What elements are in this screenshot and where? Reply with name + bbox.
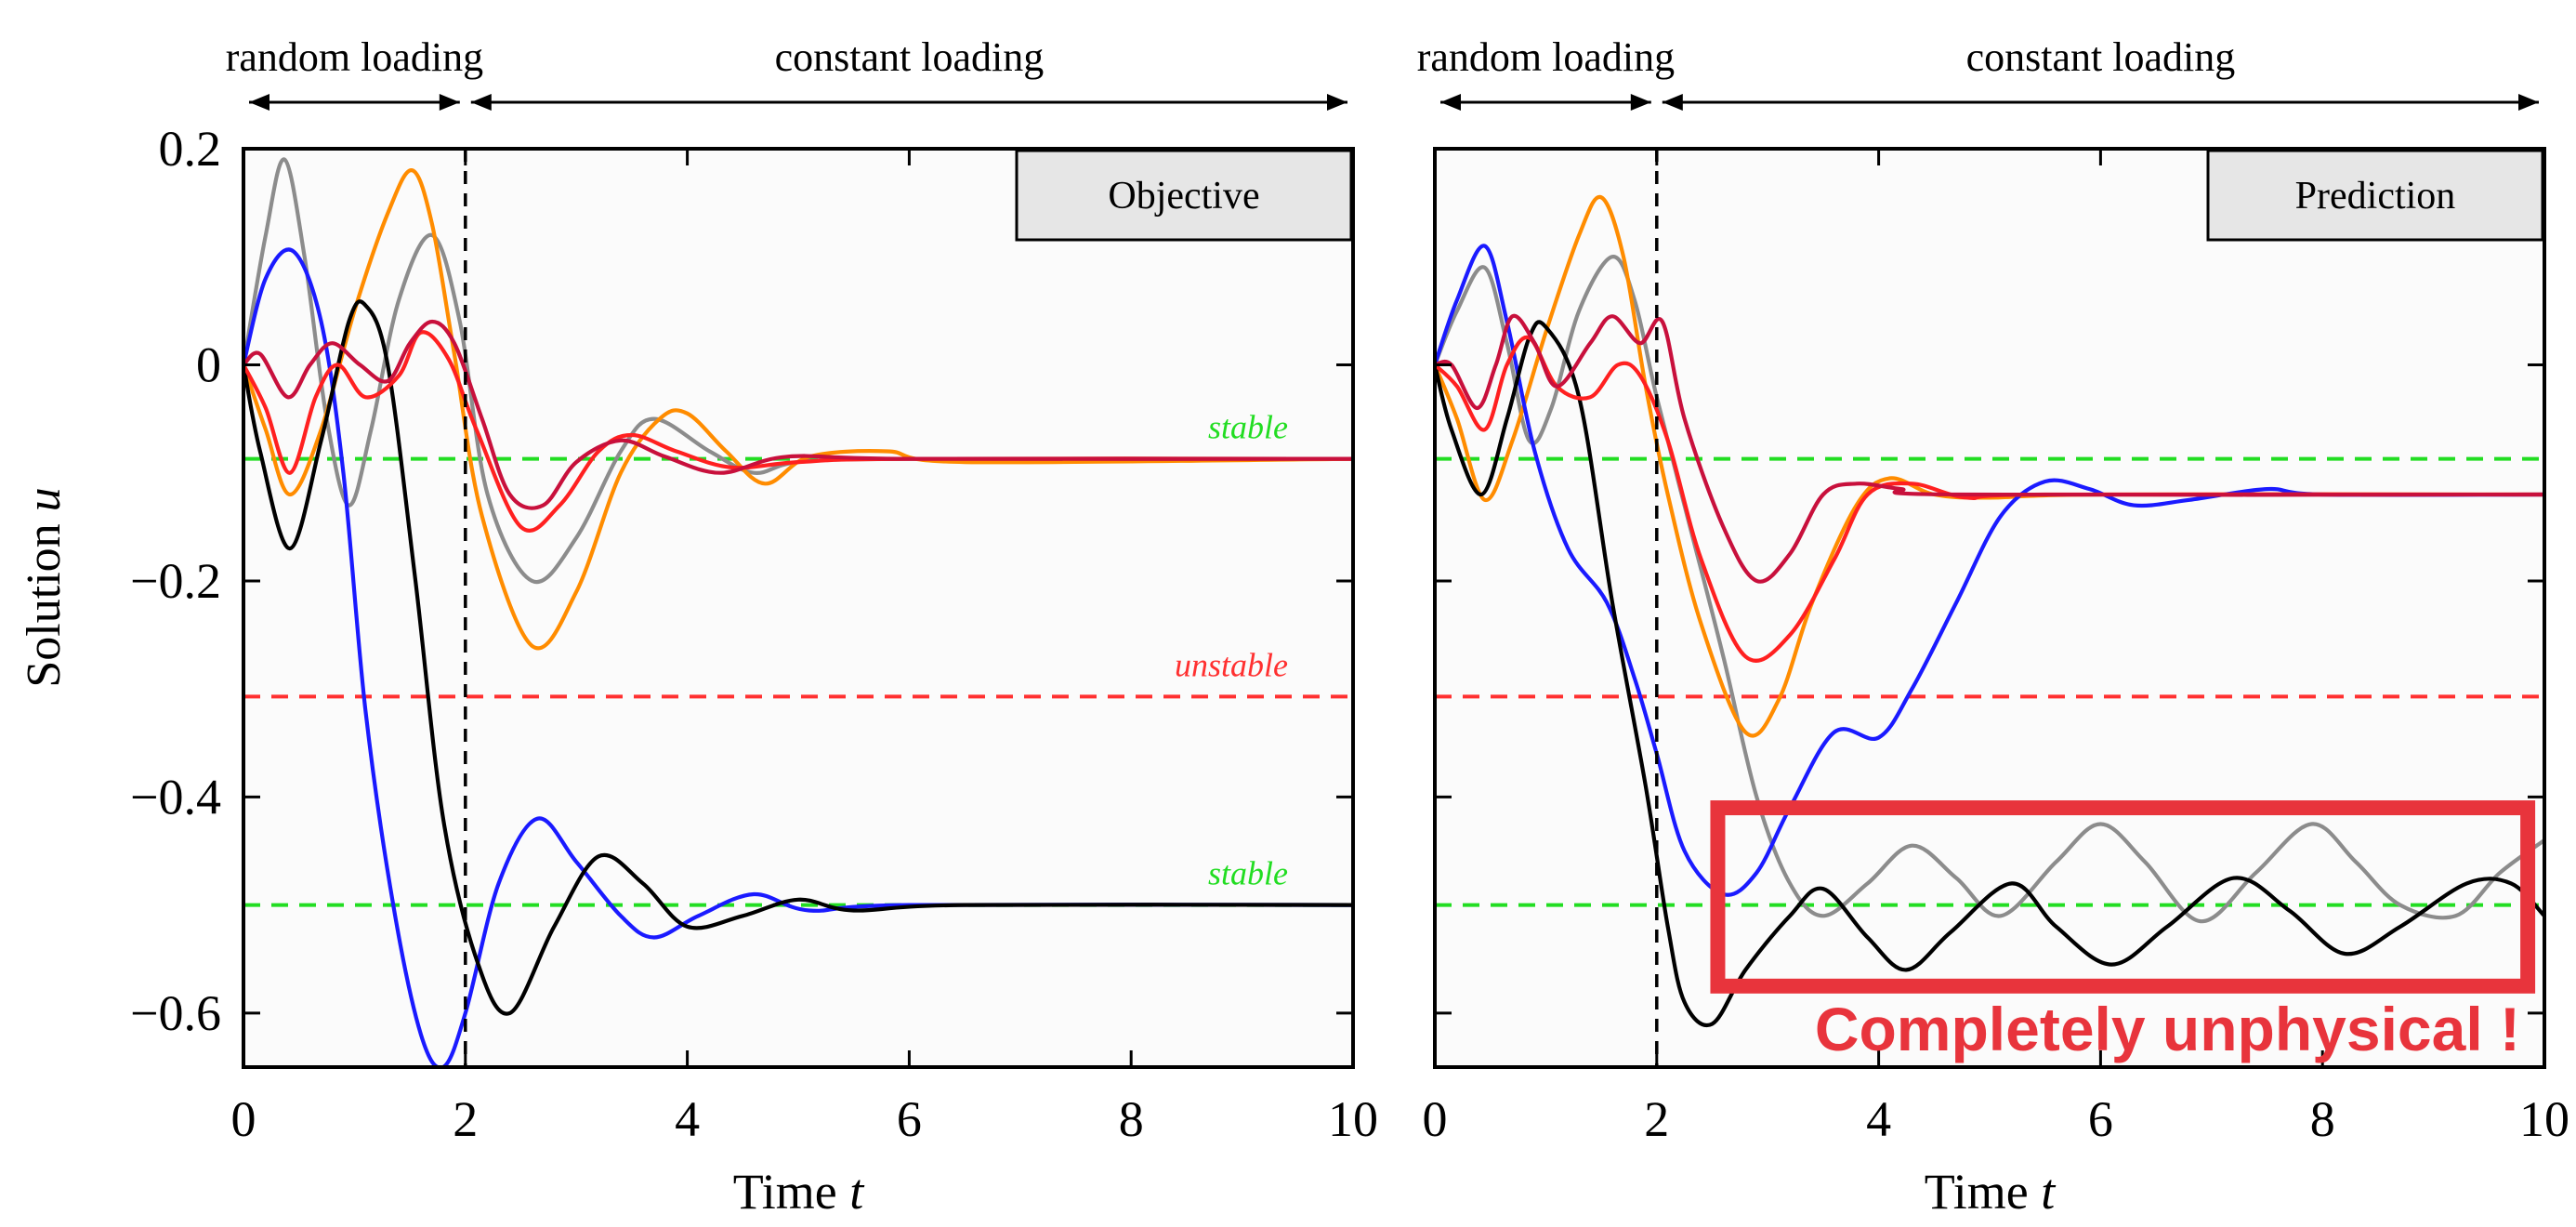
annotation-layer: Completely unphysical !	[1710, 800, 2536, 1063]
highlight-box	[1710, 800, 2536, 994]
x-tick-label: 0	[1423, 1091, 1448, 1147]
plot-area	[243, 149, 1353, 1067]
stable-line-label: stable	[1208, 855, 1288, 892]
x-axis-label-var: t	[2041, 1164, 2057, 1220]
x-tick-label: 6	[897, 1091, 922, 1147]
x-tick-label: 4	[1866, 1091, 1891, 1147]
y-axis-label: Solution u	[18, 487, 71, 687]
x-axis-label: Time t	[733, 1164, 866, 1220]
x-axis-label-text: Time	[1925, 1164, 2029, 1220]
phase-arrow-head-right	[2518, 94, 2539, 111]
plot-frame	[242, 147, 1355, 1069]
phase-arrow-head-left	[249, 94, 269, 111]
y-tick-label: −0.4	[130, 769, 221, 825]
x-tick-label: 2	[453, 1091, 478, 1147]
x-axis-label-space	[837, 1164, 850, 1220]
series-line-grey	[1435, 255, 2544, 924]
y-tick-label: −0.6	[130, 985, 221, 1041]
panel-label: Prediction	[2295, 175, 2456, 218]
phase-arrow-head-right	[439, 94, 460, 111]
phase-arrow-head-left	[1440, 94, 1461, 111]
phase-arrow-head-right	[1630, 94, 1651, 111]
phase-label: random loading	[1417, 34, 1675, 80]
x-tick-label: 2	[1644, 1091, 1669, 1147]
phase-arrow-head-left	[470, 94, 492, 111]
x-tick-label: 8	[2310, 1091, 2335, 1147]
series-line-crimson	[1435, 313, 2544, 584]
panel-label: Objective	[1108, 175, 1259, 218]
series-group	[243, 157, 1353, 1067]
plot-frame	[1433, 147, 2546, 1069]
x-tick-label: 10	[2519, 1091, 2569, 1147]
series-line-red	[243, 330, 1353, 533]
unstable-line-label: unstable	[1175, 646, 1288, 683]
phase-label: random loading	[226, 34, 483, 80]
series-line-crimson	[243, 319, 1353, 510]
x-tick-label: 6	[2088, 1091, 2113, 1147]
y-tick-label: −0.2	[130, 553, 221, 609]
x-tick-label: 8	[1119, 1091, 1144, 1147]
objective-panel: stable unstable stable 0 2 4 6 8 10 0.2 0 −0.2 −0.4 −…	[130, 34, 1378, 1220]
phase-label: constant loading	[1966, 34, 2236, 80]
x-axis-label-text: Time	[733, 1164, 837, 1220]
series-group	[1435, 194, 2544, 1027]
prediction-panel: 0 2 4 6 8 10 Time t Prediction random loading con…	[1417, 34, 2569, 1220]
phase-arrow-head-left	[1662, 94, 1683, 111]
phase-arrow-head-right	[1327, 94, 1347, 111]
series-line-black	[243, 299, 1353, 1016]
panel-label-box	[2206, 149, 2544, 242]
x-tick-label: 10	[1328, 1091, 1378, 1147]
x-axis-label: Time t	[1925, 1164, 2057, 1220]
annotation-text: Completely unphysical !	[1815, 995, 2520, 1063]
x-axis-label-var: t	[849, 1164, 865, 1220]
stable-line-label: stable	[1208, 409, 1288, 446]
series-line-red	[1435, 335, 2544, 663]
series-line-black	[1435, 320, 2544, 1027]
x-tick-label: 0	[231, 1091, 256, 1147]
plot-area	[1435, 149, 2544, 1067]
x-axis-label-space	[2029, 1164, 2042, 1220]
panel-label-box	[1015, 149, 1353, 242]
x-tick-label: 4	[675, 1091, 700, 1147]
y-tick-label: 0.2	[159, 121, 222, 177]
phase-label: constant loading	[775, 34, 1045, 80]
y-tick-label: 0	[196, 336, 221, 392]
